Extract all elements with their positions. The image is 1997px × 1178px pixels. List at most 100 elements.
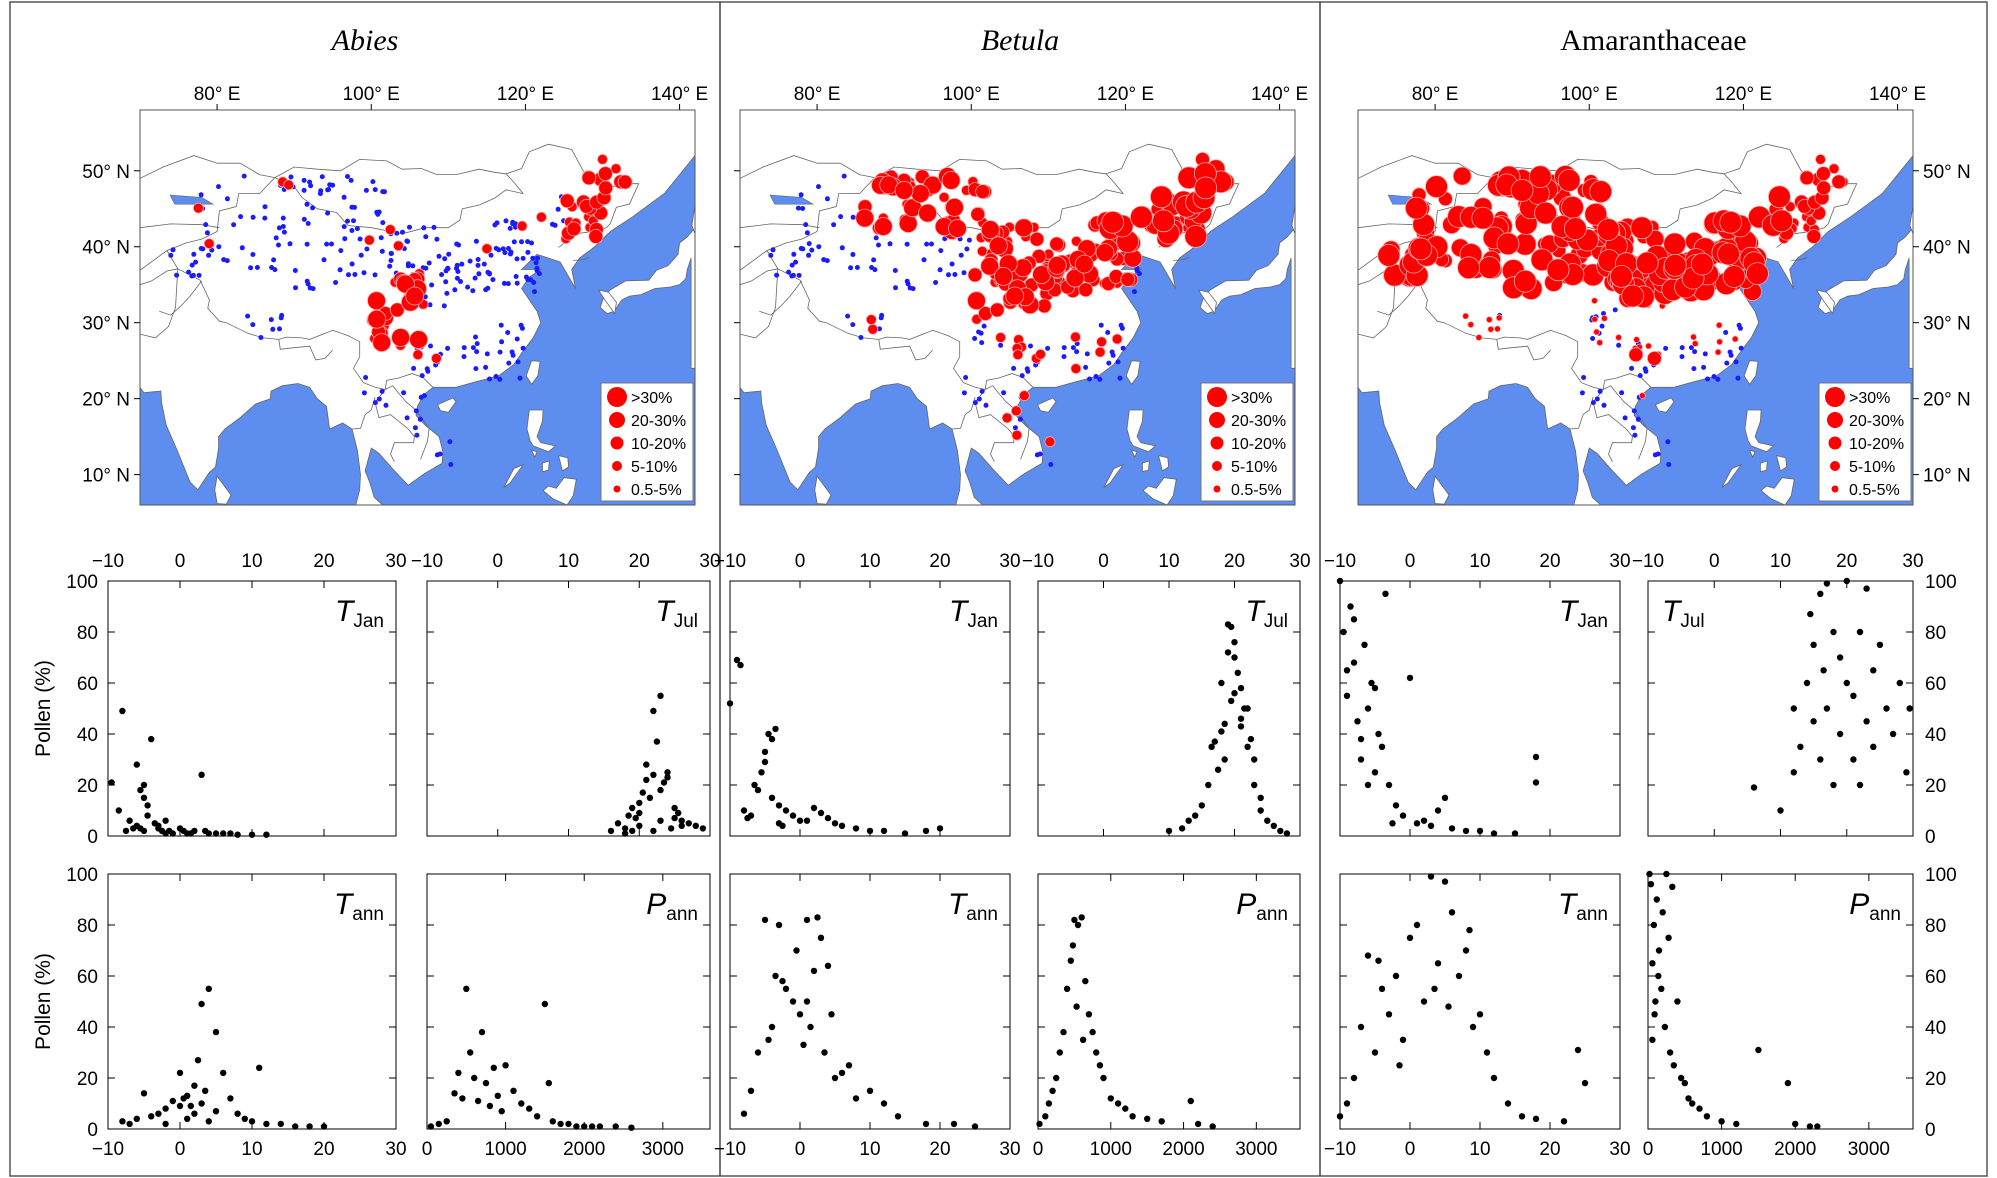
site-absent <box>502 250 508 256</box>
site-absent <box>281 229 287 235</box>
site-absent <box>983 402 989 408</box>
data-point <box>1649 960 1656 967</box>
data-point <box>1283 830 1291 837</box>
y-tick-label: 0 <box>87 1120 98 1141</box>
site-absent <box>372 400 378 406</box>
legend-marker <box>1830 461 1840 471</box>
site-absent <box>892 268 898 273</box>
scatter-betula-tjul: −10 0 10 20 30 TJul <box>1022 551 1311 837</box>
data-point <box>198 771 205 778</box>
data-point <box>754 786 762 794</box>
site-present <box>405 286 425 306</box>
data-point <box>119 1118 126 1125</box>
site-absent <box>845 313 851 319</box>
panel-label-main: T <box>655 595 676 628</box>
land <box>1126 409 1157 453</box>
data-point <box>1056 1049 1064 1056</box>
site-absent <box>474 341 480 347</box>
site-absent <box>488 252 494 258</box>
data-point <box>1863 718 1870 725</box>
site-present <box>1094 346 1106 358</box>
data-point <box>852 825 860 832</box>
site-absent <box>498 322 504 328</box>
site-absent <box>768 252 774 258</box>
data-point <box>490 1064 497 1072</box>
site-absent <box>357 236 363 242</box>
site-absent <box>372 272 378 278</box>
data-point <box>162 817 169 824</box>
site-absent <box>1590 336 1596 341</box>
data-point <box>636 799 643 807</box>
site-absent <box>412 425 418 431</box>
site-present <box>1005 286 1025 306</box>
data-point <box>845 1062 853 1069</box>
data-point <box>817 809 825 817</box>
site-absent <box>345 174 350 179</box>
panel-label-sub: ann <box>666 904 698 925</box>
site-absent <box>1106 360 1112 366</box>
y-tick-label: 20 <box>77 1069 98 1090</box>
site-absent <box>1723 330 1729 335</box>
legend-marker <box>1825 387 1845 407</box>
data-point <box>1049 1087 1056 1095</box>
site-present <box>1452 166 1472 186</box>
site-absent <box>1105 330 1111 335</box>
plot-frame <box>107 873 397 1130</box>
site-absent <box>358 252 364 258</box>
site-present <box>1475 334 1483 341</box>
site-absent <box>519 239 524 245</box>
site-absent <box>1692 349 1698 355</box>
data-point <box>212 1028 220 1036</box>
site-absent <box>1115 359 1121 365</box>
site-absent <box>520 345 526 351</box>
data-point <box>657 817 664 824</box>
site-present <box>1663 253 1687 277</box>
data-point <box>1441 794 1449 801</box>
data-point <box>1652 998 1659 1005</box>
x-tick-label: 1000 <box>1700 1139 1742 1160</box>
data-point <box>130 825 137 832</box>
scatter-amaranthaceae-tann: −10 0 10 20 30 Tann <box>1324 873 1631 1160</box>
data-point <box>184 1092 191 1100</box>
site-absent <box>1622 415 1628 421</box>
site-absent <box>1715 376 1721 382</box>
site-absent <box>443 279 449 285</box>
site-present <box>1078 282 1094 298</box>
data-point <box>212 1108 220 1115</box>
site-present <box>911 184 930 204</box>
data-point <box>740 1110 748 1117</box>
site-absent <box>475 262 481 268</box>
data-point <box>1389 820 1396 827</box>
site-absent <box>1017 416 1023 422</box>
x-tick-label: 20 <box>1539 551 1560 572</box>
legend-label: 0.5-5% <box>1231 482 1282 499</box>
site-absent <box>887 241 893 247</box>
site-absent <box>1074 349 1080 355</box>
data-point <box>1221 720 1228 727</box>
data-point <box>1129 1113 1136 1120</box>
site-present <box>855 208 875 228</box>
site-present <box>1816 180 1832 196</box>
data-point <box>1178 825 1186 832</box>
panel-label: Pann <box>1236 888 1288 925</box>
site-absent <box>441 303 447 309</box>
site-absent <box>361 390 367 396</box>
data-point <box>1053 1074 1060 1082</box>
site-absent <box>872 267 878 273</box>
scatter-betula-tann: −10 0 10 20 30 Tann <box>714 873 1021 1160</box>
panel-label: Tann <box>334 888 384 925</box>
site-present <box>1070 331 1081 343</box>
data-point <box>1375 957 1382 964</box>
site-absent <box>804 230 810 236</box>
site-absent <box>850 252 856 257</box>
site-absent <box>198 192 204 198</box>
x-tick-label: 20 <box>313 1139 334 1160</box>
site-absent <box>1012 425 1018 431</box>
data-point <box>1803 679 1811 687</box>
site-absent <box>1679 354 1685 360</box>
data-point <box>1784 1079 1792 1087</box>
site-absent <box>505 281 511 287</box>
site-absent <box>481 261 487 267</box>
legend-label: 10-20% <box>631 436 686 453</box>
site-present <box>1496 232 1520 256</box>
